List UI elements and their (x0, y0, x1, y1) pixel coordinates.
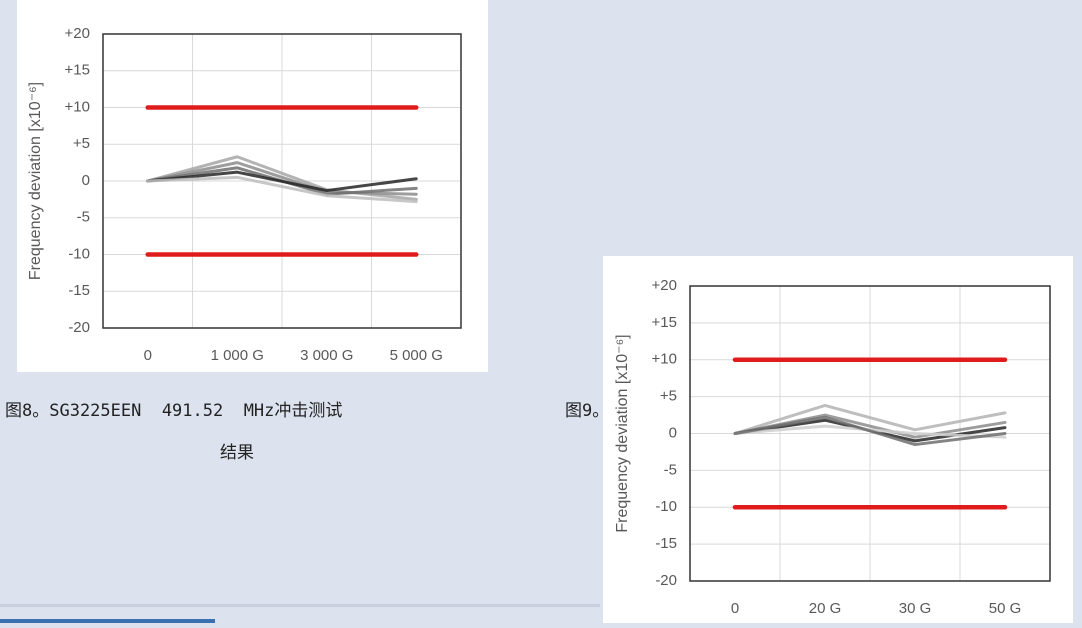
plot-frame (689, 285, 1051, 582)
series-line (146, 161, 418, 196)
y-tick-label: +15 (652, 314, 677, 331)
caption: 图8。SG3225EEN 491.52 MHz冲击测试 (5, 401, 342, 421)
divider (0, 604, 600, 607)
x-tick-label: 30 G (899, 600, 932, 617)
series-line (146, 170, 418, 193)
chart-background (603, 256, 1073, 623)
x-tick-label: 50 G (989, 600, 1022, 617)
y-tick-label: 0 (669, 424, 677, 441)
series-line (146, 175, 418, 204)
y-tick-label: +10 (652, 351, 677, 368)
y-axis-label: Frequency deviation [x10⁻⁶] (27, 82, 44, 280)
series-line (733, 415, 1007, 447)
caption: 结果 (220, 443, 254, 463)
y-tick-label: -10 (655, 498, 677, 515)
divider-accent (0, 619, 215, 623)
y-tick-label: +5 (73, 135, 90, 152)
y-tick-label: +5 (660, 388, 677, 405)
y-tick-label: +15 (65, 62, 90, 79)
y-tick-label: -20 (68, 319, 90, 336)
x-tick-label: 0 (144, 347, 152, 364)
y-tick-label: -5 (77, 209, 90, 226)
y-tick-label: -20 (655, 572, 677, 589)
x-tick-label: 1 000 G (211, 347, 264, 364)
y-tick-label: 0 (82, 172, 90, 189)
y-tick-label: +10 (65, 98, 90, 115)
y-tick-label: -15 (655, 535, 677, 552)
x-tick-label: 5 000 G (390, 347, 443, 364)
chart: +20 +15 +10 +5 0 -5 -10 -15 -20 0 1 000 G 3 000 G 5 … (17, 0, 488, 372)
y-tick-label: +20 (65, 25, 90, 42)
chart-background (17, 0, 488, 372)
x-tick-label: 0 (731, 600, 739, 617)
caption: 图9。 (565, 401, 609, 421)
x-tick-label: 20 G (809, 600, 842, 617)
y-tick-label: -5 (664, 461, 677, 478)
x-tick-label: 3 000 G (300, 347, 353, 364)
y-axis-label: Frequency deviation [x10⁻⁶] (614, 334, 631, 532)
y-tick-label: +20 (652, 277, 677, 294)
chart: +20 +15 +10 +5 0 -5 -10 -15 -20 0 20 G 30 G 50 G Freq… (603, 256, 1073, 623)
series-line (733, 403, 1007, 435)
y-tick-label: -15 (68, 282, 90, 299)
plot-frame (102, 33, 462, 329)
y-tick-label: -10 (68, 245, 90, 262)
